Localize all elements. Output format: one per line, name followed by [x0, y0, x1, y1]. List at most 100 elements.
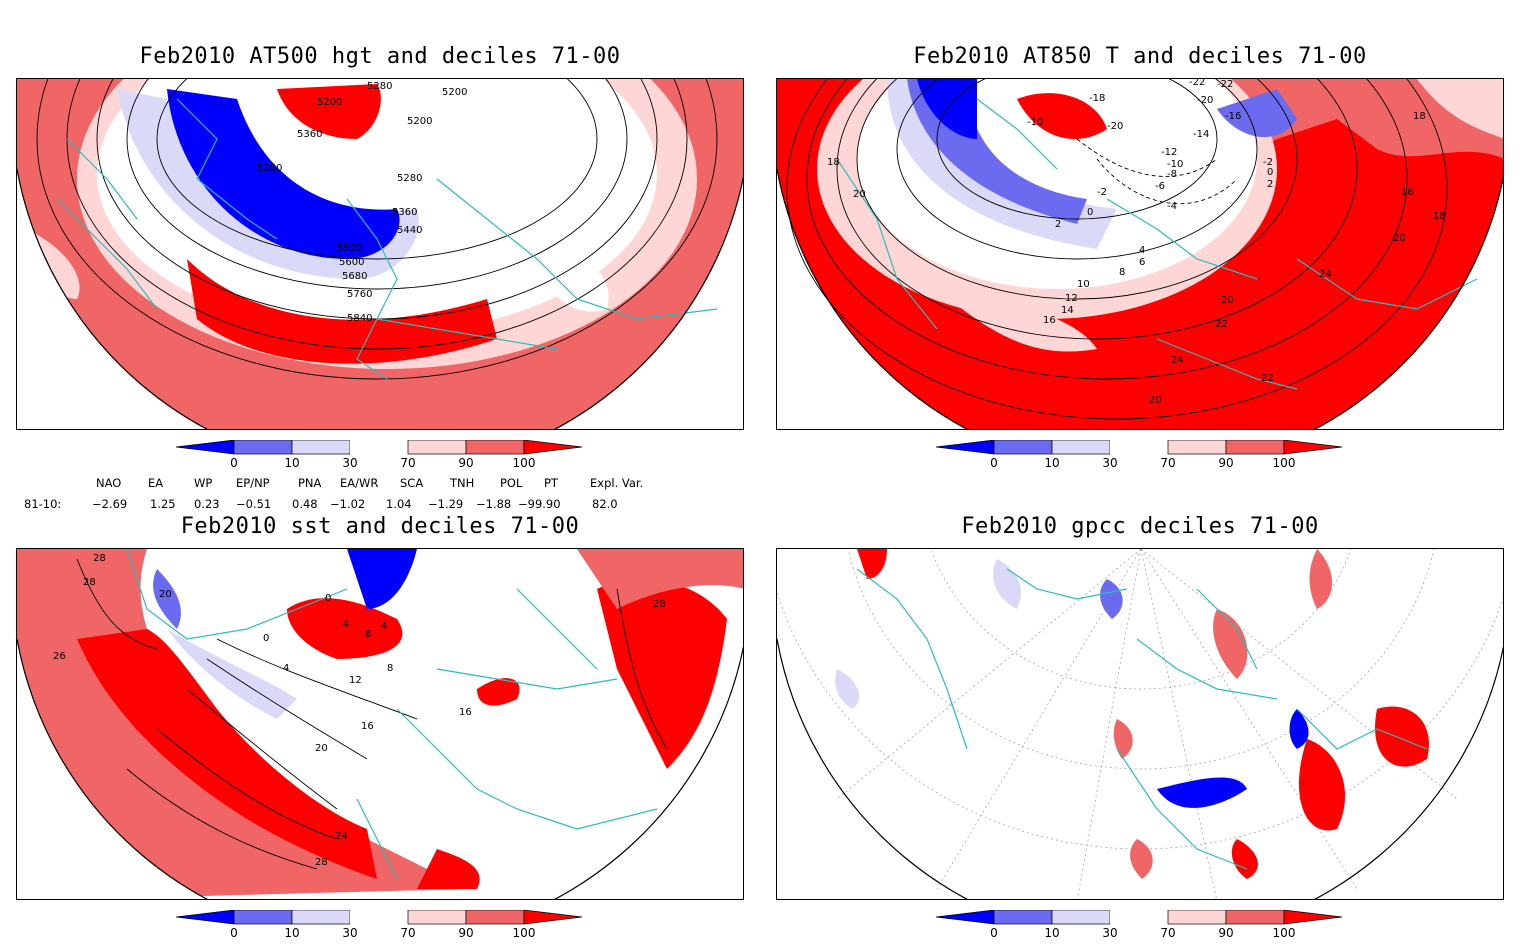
contour-label: 4	[283, 663, 289, 674]
map-gpcc-canvas	[777, 549, 1503, 899]
colorbar-tick: 30	[342, 926, 358, 940]
colorbar-tick: 0	[230, 456, 238, 470]
colorbar-tick: 0	[990, 926, 998, 940]
contour-label: 22	[1261, 373, 1274, 384]
index-header: EP/NP	[236, 476, 270, 490]
contour-label: 8	[387, 663, 393, 674]
colorbar-tick: 30	[1102, 926, 1118, 940]
contour-label: 24	[1319, 269, 1332, 280]
map-hgt500: 5200 5280 5200 5200 5280 5360 5280 5360 …	[16, 78, 744, 430]
colorbar-top-left: 0 10 30 70 90 100	[176, 440, 596, 476]
contour-label: 4	[343, 619, 349, 630]
contour-label: 24	[335, 831, 348, 842]
colorbar-tick: 10	[1044, 456, 1060, 470]
panel-title-sst: Feb2010 sst and deciles 71-00	[180, 514, 580, 539]
index-header: SCA	[400, 476, 424, 490]
colorbar-tick: 0	[230, 926, 238, 940]
colorbar-tick: 10	[284, 926, 300, 940]
contour-label: 12	[349, 675, 362, 686]
contour-label: 18	[1413, 111, 1426, 122]
colorbar-swatches	[936, 910, 1343, 925]
contour-label: 5760	[347, 289, 372, 300]
contour-label: 16	[1401, 187, 1414, 198]
colorbar-swatches	[176, 910, 583, 925]
contour-label: 2	[1055, 219, 1061, 230]
index-value: −99.90	[518, 497, 561, 511]
contour-label: 24	[1171, 355, 1184, 366]
contour-label: -18	[1089, 93, 1105, 104]
colorbar-tick: 70	[1160, 456, 1176, 470]
colorbar-tick: 90	[1218, 926, 1234, 940]
panel-title-gpcc: Feb2010 gpcc deciles 71-00	[961, 514, 1319, 539]
contour-label: 5680	[342, 271, 367, 282]
contour-label: -2	[1097, 187, 1107, 198]
contour-label: 5200	[442, 87, 467, 98]
contour-label: 5200	[407, 116, 432, 127]
contour-label: 4	[381, 621, 387, 632]
index-header: PNA	[298, 476, 322, 490]
contour-label: 28	[315, 857, 328, 868]
contour-label: 0	[263, 633, 269, 644]
contour-label: -4	[1167, 201, 1177, 212]
contour-label: 0	[1087, 207, 1093, 218]
contour-label: -2	[1263, 157, 1273, 168]
index-row-label: 81-10:	[24, 497, 62, 511]
map-t850: -22 -22 -18 -20 -10 -20 -16 -14 -12 -10 …	[776, 78, 1504, 430]
contour-label: 28	[93, 553, 106, 564]
panel-title-hgt500: Feb2010 AT500 hgt and deciles 71-00	[139, 44, 621, 69]
panel-title-t850: Feb2010 AT850 T and deciles 71-00	[913, 44, 1367, 69]
index-header: NAO	[96, 476, 122, 490]
contour-label: 5840	[347, 313, 372, 324]
colorbar-swatches	[176, 440, 583, 455]
colorbar-tick: 30	[1102, 456, 1118, 470]
contour-label: 6	[1139, 257, 1145, 268]
contour-label: 5280	[367, 81, 392, 92]
contour-label: -16	[1225, 111, 1241, 122]
contour-label: -8	[1167, 169, 1177, 180]
index-header: Expl. Var.	[590, 476, 644, 490]
contour-label: 20	[1221, 295, 1234, 306]
index-header: EA	[148, 476, 164, 490]
index-value: 1.25	[150, 497, 176, 511]
index-value: −0.51	[236, 497, 272, 511]
index-header: EA/WR	[340, 476, 379, 490]
contour-label: 5440	[397, 225, 422, 236]
contour-label: 0	[325, 593, 331, 604]
contour-label: 5360	[392, 207, 417, 218]
contour-label: 5360	[297, 129, 322, 140]
colorbar-tick: 90	[458, 456, 474, 470]
contour-label: 20	[315, 743, 328, 754]
colorbar-tick: 100	[1272, 926, 1296, 940]
contour-label: 20	[853, 189, 866, 200]
index-value: 1.04	[386, 497, 412, 511]
colorbar-tick: 0	[990, 456, 998, 470]
index-value: −1.88	[476, 497, 512, 511]
colorbar-tick: 90	[1218, 456, 1234, 470]
colorbar-tick: 100	[512, 456, 536, 470]
contour-label: -10	[1167, 159, 1183, 170]
index-value: −2.69	[92, 497, 128, 511]
contour-label: -12	[1161, 147, 1177, 158]
contour-label: 4	[1139, 245, 1145, 256]
colorbar-tick: 100	[1272, 456, 1296, 470]
index-header: WP	[194, 476, 213, 490]
contour-label: 20	[1149, 395, 1162, 406]
contour-label: 16	[361, 721, 374, 732]
colorbar-tick: 30	[342, 456, 358, 470]
contour-label: 22	[1215, 319, 1228, 330]
index-header: POL	[500, 476, 523, 490]
contour-label: 8	[1119, 267, 1125, 278]
contour-label: 26	[53, 651, 66, 662]
colorbar-tick: 70	[400, 926, 416, 940]
contour-label: 0	[1267, 167, 1273, 178]
contour-label: 16	[1043, 315, 1056, 326]
contour-label: 5200	[317, 97, 342, 108]
index-value: 0.48	[292, 497, 318, 511]
contour-label: 5280	[257, 163, 282, 174]
contour-label: -22	[1189, 79, 1205, 88]
contour-label: 12	[1065, 293, 1078, 304]
index-value: 0.23	[194, 497, 220, 511]
colorbar-bottom-left: 0 10 30 70 90 100	[176, 910, 596, 946]
colorbar-swatches	[936, 440, 1343, 455]
contour-label: -20	[1197, 95, 1213, 106]
